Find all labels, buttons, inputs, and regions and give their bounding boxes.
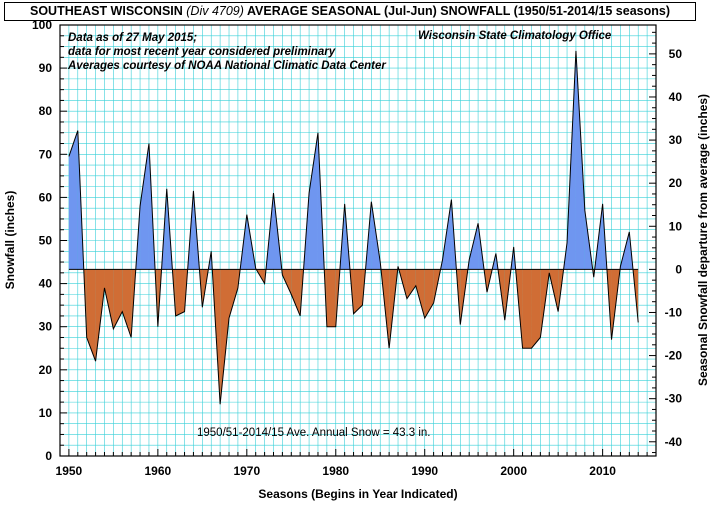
departure-area xyxy=(522,269,532,349)
y-tick-labels: 0 10 20 30 40 50 60 70 80 90 100 xyxy=(32,18,52,463)
y-tick-label: 60 xyxy=(39,190,53,204)
y2-tick-label: -40 xyxy=(665,435,683,449)
note-line-2: data for most recent year considered pre… xyxy=(68,46,336,58)
departure-area xyxy=(140,143,149,270)
y2-tick-labels: -40 -30 -20 -10 0 10 20 30 40 50 xyxy=(665,47,683,449)
axis-ticks xyxy=(59,24,657,457)
departure-area xyxy=(415,269,425,319)
source-label: Wisconsin State Climatology Office xyxy=(418,30,612,42)
x-tick-label: 2000 xyxy=(500,464,527,478)
departure-area xyxy=(229,269,238,319)
y2-tick-label: 0 xyxy=(675,262,682,276)
note-line-3: Averages courtesy of NOAA National Clima… xyxy=(68,60,386,72)
y2-tick-label: 30 xyxy=(669,133,683,147)
y2-tick-label: -10 xyxy=(665,305,683,319)
departure-area xyxy=(104,269,114,329)
title-division: (Div 4709) xyxy=(186,4,244,18)
title-part-a: SOUTHEAST WISCONSIN xyxy=(30,4,187,18)
departure-area xyxy=(469,223,479,270)
x-tick-labels: 1950 1960 1970 1980 1990 2000 2010 xyxy=(56,464,617,478)
departure-area xyxy=(353,269,363,314)
x-axis-label: Seasons (Begins in Year Indicated) xyxy=(258,487,457,501)
y-tick-label: 0 xyxy=(45,449,52,463)
x-tick-label: 1960 xyxy=(144,464,171,478)
average-annotation: 1950/51-2014/15 Ave. Annual Snow = 43.3 … xyxy=(197,427,431,439)
departure-area xyxy=(531,269,541,349)
data-note: Data as of 27 May 2015; data for most re… xyxy=(68,31,386,73)
departure-area xyxy=(68,130,78,270)
y-tick-label: 50 xyxy=(39,234,53,248)
y-tick-label: 10 xyxy=(39,406,53,420)
y-axis-label: Snowfall (inches) xyxy=(3,191,17,290)
departure-area xyxy=(113,269,123,329)
departure-area xyxy=(122,269,132,338)
departure-area xyxy=(309,132,318,270)
y2-tick-label: -30 xyxy=(665,392,683,406)
departure-area xyxy=(86,269,96,362)
x-tick-label: 1990 xyxy=(411,464,438,478)
y-tick-label: 90 xyxy=(39,61,53,75)
y2-tick-label: 20 xyxy=(669,176,683,190)
y2-tick-label: 40 xyxy=(669,90,683,104)
departure-area xyxy=(282,269,292,295)
x-tick-label: 2010 xyxy=(589,464,616,478)
departure-area xyxy=(95,269,105,362)
x-tick-label: 1950 xyxy=(56,464,83,478)
departure-area xyxy=(175,269,185,316)
title-part-b: AVERAGE SEASONAL (Jul-Jun) SNOWFALL (195… xyxy=(243,4,670,18)
y-tick-label: 30 xyxy=(39,320,53,334)
x-tick-label: 1970 xyxy=(233,464,260,478)
y-tick-label: 70 xyxy=(39,147,53,161)
x-tick-label: 1980 xyxy=(322,464,349,478)
y2-tick-label: 50 xyxy=(669,47,683,61)
y2-axis-label: Seasonal Snowfall departure from average… xyxy=(696,94,710,386)
departure-area xyxy=(291,269,301,316)
note-line-1: Data as of 27 May 2015; xyxy=(68,32,198,44)
departure-area xyxy=(220,269,230,405)
y-tick-label: 100 xyxy=(32,18,52,32)
chart-title: SOUTHEAST WISCONSIN (Div 4709) AVERAGE S… xyxy=(4,2,696,21)
y-tick-label: 80 xyxy=(39,104,53,118)
snowfall-line xyxy=(68,50,639,405)
y2-tick-label: 10 xyxy=(669,219,683,233)
departure-area xyxy=(326,269,336,327)
y-tick-label: 40 xyxy=(39,277,53,291)
departure-area xyxy=(575,50,585,270)
departure-area xyxy=(406,269,416,299)
y2-tick-label: -20 xyxy=(665,349,683,363)
y-tick-label: 20 xyxy=(39,363,53,377)
